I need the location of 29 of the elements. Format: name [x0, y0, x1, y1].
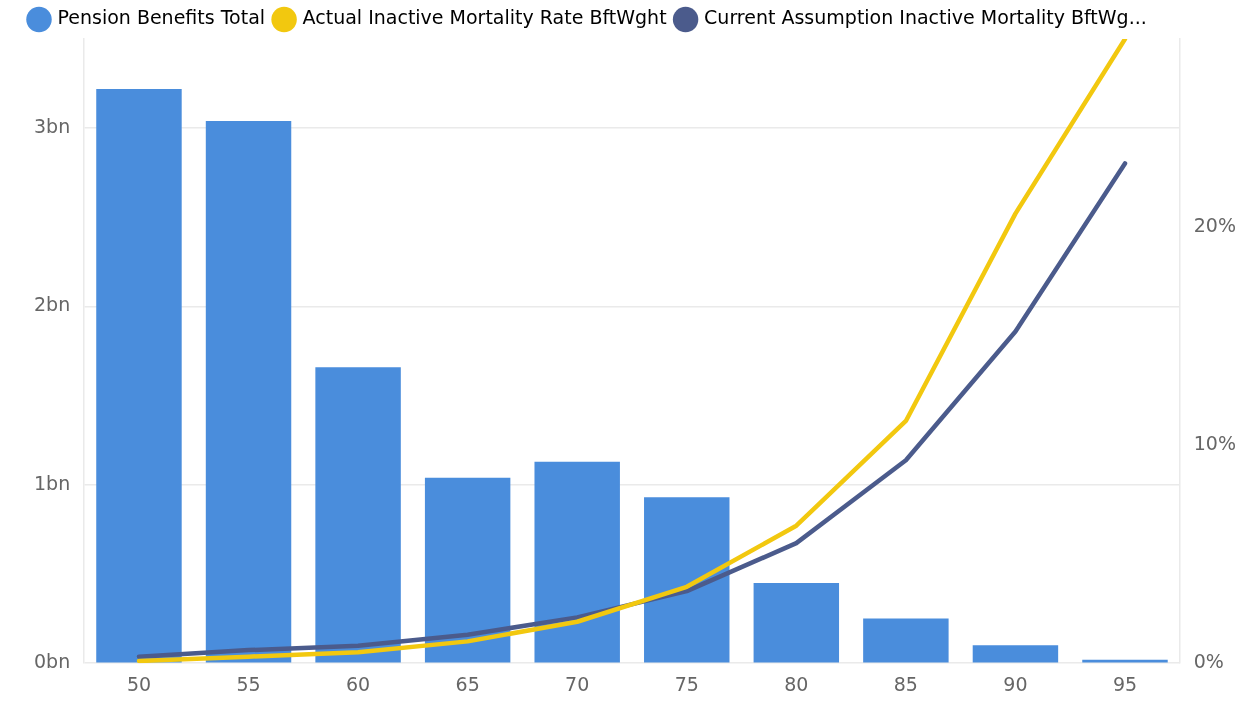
x-tick-label: 80 [784, 672, 809, 695]
bar [205, 121, 292, 663]
legend-label: Actual Inactive Mortality Rate BftWght [302, 6, 667, 29]
y-tick-label: 3bn [33, 115, 71, 138]
bar [644, 497, 730, 663]
legend-label: Current Assumption Inactive Mortality BftWg... [704, 6, 1147, 29]
bar [863, 618, 949, 663]
y-tick-label: 0bn [33, 650, 71, 673]
x-tick-label: 75 [674, 672, 699, 695]
y2-tick-label: 20% [1193, 213, 1236, 236]
x-tick-label: 60 [345, 672, 371, 695]
y2-tick-label: 10% [1193, 431, 1236, 454]
x-tick-label: 50 [126, 672, 152, 695]
x-tick-label: 70 [565, 672, 590, 695]
bar [753, 582, 840, 663]
bar [315, 367, 401, 663]
x-tick-label: 55 [236, 672, 261, 695]
bar [972, 645, 1059, 663]
x-tick-label: 85 [893, 672, 918, 695]
x-tick-label: 95 [1112, 672, 1138, 695]
y-tick-label: 2bn [33, 293, 71, 316]
y-tick-label: 1bn [33, 471, 71, 494]
legend-label: Pension Benefits Total [57, 6, 266, 29]
x-tick-label: 90 [1003, 672, 1028, 695]
bar [96, 88, 182, 663]
bar [424, 477, 511, 663]
y2-tick-label: 0% [1193, 650, 1224, 673]
bar [534, 461, 620, 663]
x-tick-label: 65 [455, 672, 480, 695]
